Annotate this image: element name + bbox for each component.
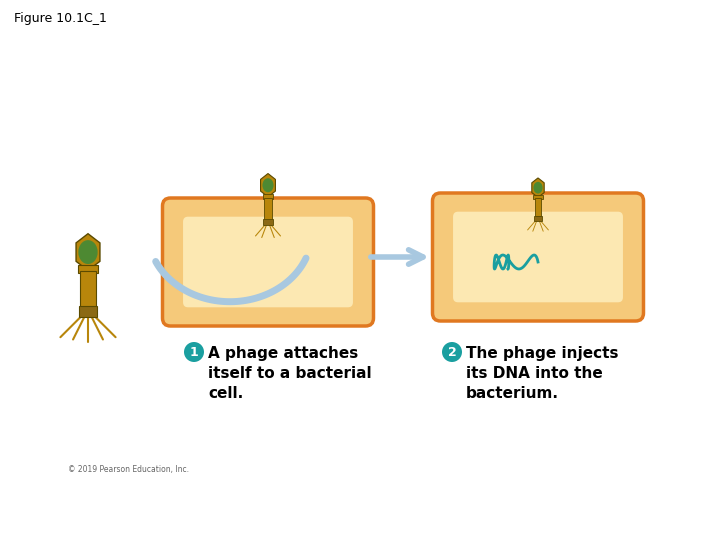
Text: Figure 10.1C_1: Figure 10.1C_1 bbox=[14, 12, 107, 25]
FancyBboxPatch shape bbox=[183, 217, 353, 307]
Text: A phage attaches
itself to a bacterial
cell.: A phage attaches itself to a bacterial c… bbox=[208, 346, 372, 401]
Bar bbox=[534, 215, 542, 221]
Bar bbox=[534, 195, 543, 199]
Polygon shape bbox=[261, 173, 276, 197]
Ellipse shape bbox=[534, 182, 543, 193]
Polygon shape bbox=[532, 178, 544, 198]
Bar bbox=[80, 271, 96, 307]
Text: The phage injects
its DNA into the
bacterium.: The phage injects its DNA into the bacte… bbox=[466, 346, 618, 401]
Ellipse shape bbox=[78, 240, 98, 264]
Bar bbox=[535, 198, 541, 217]
Circle shape bbox=[184, 342, 204, 362]
Bar bbox=[78, 306, 97, 316]
Bar bbox=[264, 219, 273, 225]
Text: 2: 2 bbox=[448, 346, 456, 359]
Bar bbox=[264, 198, 272, 220]
FancyBboxPatch shape bbox=[453, 212, 623, 302]
Bar bbox=[78, 265, 99, 273]
Bar bbox=[263, 194, 274, 199]
Ellipse shape bbox=[262, 178, 274, 192]
Text: © 2019 Pearson Education, Inc.: © 2019 Pearson Education, Inc. bbox=[68, 465, 189, 474]
FancyBboxPatch shape bbox=[433, 193, 644, 321]
Circle shape bbox=[442, 342, 462, 362]
FancyBboxPatch shape bbox=[163, 198, 374, 326]
Polygon shape bbox=[76, 234, 100, 271]
Text: 1: 1 bbox=[189, 346, 199, 359]
